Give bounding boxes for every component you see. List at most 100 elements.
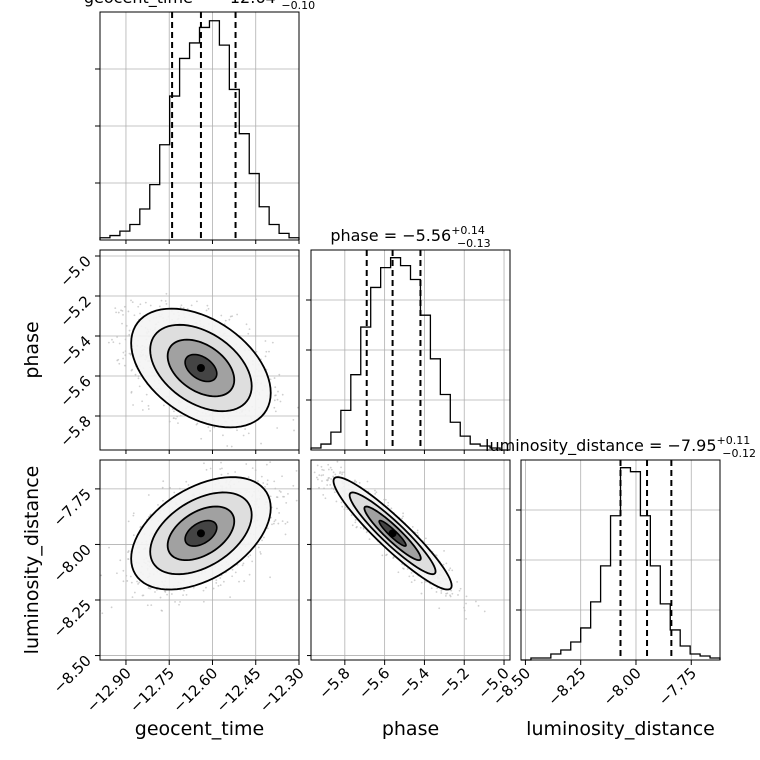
scatter-point <box>128 329 131 332</box>
scatter-point <box>183 589 185 592</box>
scatter-point <box>132 512 135 515</box>
scatter-point <box>161 486 164 489</box>
scatter-point <box>333 487 335 490</box>
scatter-point <box>264 485 266 488</box>
scatter-point <box>213 426 216 429</box>
scatter-point <box>219 577 222 579</box>
scatter-point <box>416 529 419 532</box>
scatter-point <box>323 487 325 490</box>
scatter-point <box>313 471 316 474</box>
density <box>100 461 298 615</box>
scatter-point <box>180 304 183 307</box>
scatter-point <box>406 568 409 570</box>
scatter-point <box>381 554 384 557</box>
scatter-point <box>120 309 122 312</box>
scatter-point <box>355 481 358 483</box>
scatter-point <box>295 469 298 472</box>
scatter-point <box>101 612 104 615</box>
scatter-point <box>174 600 176 603</box>
scatter-point <box>354 479 356 482</box>
scatter-point <box>125 324 128 327</box>
scatter-point <box>445 562 448 565</box>
density-peak <box>388 529 397 538</box>
scatter-point <box>125 574 128 577</box>
scatter-point <box>251 560 254 563</box>
scatter-point <box>134 373 137 376</box>
scatter-point <box>330 487 333 490</box>
scatter-point <box>266 479 269 482</box>
density <box>313 460 486 620</box>
scatter-point <box>443 550 445 552</box>
scatter-point <box>122 357 124 360</box>
scatter-point <box>236 429 238 432</box>
scatter-point <box>122 580 125 583</box>
axes-frame <box>99 459 300 661</box>
x-axis-label-phase: phase <box>382 718 439 740</box>
scatter-point <box>397 571 400 574</box>
scatter-point <box>386 553 388 556</box>
scatter-point <box>410 581 413 584</box>
scatter-point <box>416 531 419 534</box>
scatter-point <box>203 462 205 465</box>
scatter-point <box>209 467 212 470</box>
scatter-point <box>123 364 126 367</box>
scatter-point <box>293 429 295 432</box>
scatter-point <box>451 569 454 572</box>
scatter-point <box>463 609 466 612</box>
scatter-point <box>196 422 199 425</box>
scatter-point <box>344 506 347 509</box>
scatter-point <box>424 537 427 540</box>
scatter-point <box>483 610 486 613</box>
scatter-point <box>435 554 438 557</box>
scatter-point <box>279 400 282 403</box>
scatter-point <box>274 487 277 490</box>
scatter-point <box>268 350 270 353</box>
scatter-point <box>273 480 276 483</box>
scatter-point <box>247 332 250 335</box>
scatter-point <box>138 385 141 388</box>
scatter-point <box>276 398 279 401</box>
scatter-point <box>139 526 142 529</box>
scatter-point <box>209 430 212 432</box>
scatter-point <box>465 617 467 620</box>
scatter-point <box>249 554 252 557</box>
scatter-point <box>133 591 136 594</box>
scatter-point <box>231 568 234 571</box>
scatter-point <box>132 514 135 517</box>
scatter-point <box>137 305 140 308</box>
scatter-point <box>205 468 208 471</box>
scatter-point <box>259 551 262 553</box>
scatter-point <box>158 305 161 308</box>
scatter-point <box>278 512 281 514</box>
scatter-point <box>328 477 330 479</box>
scatter-point <box>259 552 262 555</box>
scatter-point <box>350 514 353 517</box>
scatter-point <box>269 495 272 498</box>
scatter-point <box>269 576 271 579</box>
scatter-point <box>333 491 336 494</box>
title-plus: +0.14 <box>451 224 485 237</box>
scatter-point <box>170 593 173 595</box>
scatter-point <box>247 555 250 558</box>
scatter-point <box>255 350 258 353</box>
scatter-point <box>220 473 223 476</box>
scatter-point <box>273 406 276 409</box>
scatter-point <box>346 508 349 511</box>
scatter-point <box>178 487 181 490</box>
scatter-point <box>408 575 411 578</box>
contours <box>130 307 272 429</box>
scatter-point <box>124 350 127 353</box>
scatter-point <box>149 304 152 307</box>
scatter-point <box>329 484 332 486</box>
scatter-point <box>387 504 389 507</box>
scatter-point <box>282 495 284 498</box>
scatter-point <box>420 592 423 595</box>
scatter-point <box>286 521 289 524</box>
scatter-point <box>265 350 268 353</box>
scatter-point <box>279 491 282 493</box>
scatter-point <box>182 307 185 309</box>
scatter-point <box>242 562 245 565</box>
scatter-point <box>219 468 222 470</box>
scatter-point <box>390 507 393 510</box>
scatter-point <box>121 322 123 325</box>
